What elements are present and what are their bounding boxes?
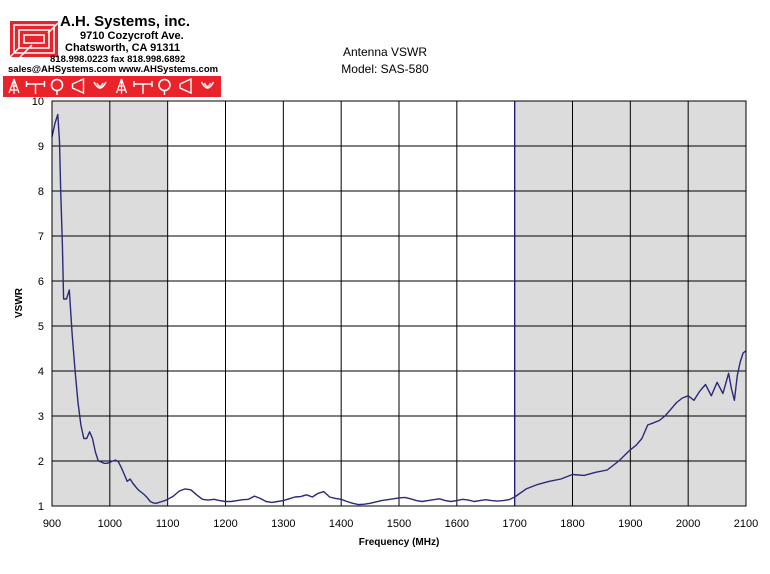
company-header: A.H. Systems, inc. 9710 Cozycroft Ave. C… (3, 13, 221, 97)
company-phone: 818.998.0223 fax 818.998.6892 (50, 54, 185, 65)
loop-antenna-icon (158, 78, 171, 95)
tree-antenna-icon (115, 78, 128, 94)
y-tick-label: 5 (38, 321, 44, 333)
x-tick-labels: 900 1000 1100 1200 1300 1400 1500 1600 1700 1800 1… (43, 518, 758, 530)
loop-antenna-icon (50, 78, 64, 95)
x-tick-label: 2100 (734, 518, 758, 530)
y-tick-label: 6 (38, 276, 44, 288)
x-tick-label: 1600 (445, 518, 469, 530)
probe-antenna-icon (200, 81, 215, 89)
y-tick-label: 3 (38, 411, 44, 423)
x-tick-label: 1100 (156, 518, 180, 530)
horn-antenna-icon (71, 77, 85, 95)
x-axis-label: Frequency (MHz) (359, 537, 440, 548)
y-tick-label: 1 (38, 501, 44, 513)
x-tick-label: 1400 (329, 518, 353, 530)
company-email: sales@AHSystems.com www.AHSystems.com (8, 64, 218, 75)
plot-frame (51, 100, 747, 507)
probe-antenna-icon (93, 81, 107, 89)
horn-antenna-icon (179, 77, 192, 95)
y-tick-label: 2 (38, 456, 44, 468)
icon-strip-icons (8, 77, 215, 95)
y-tick-label: 7 (38, 231, 44, 243)
chart-subtitle: Model: SAS-580 (341, 62, 429, 76)
dipole-antenna-icon (25, 81, 46, 94)
grid-lines (52, 101, 746, 506)
company-street: 9710 Cozycroft Ave. (80, 30, 184, 42)
x-tick-label: 1700 (502, 518, 526, 530)
x-tick-label: 2000 (676, 518, 700, 530)
chart-title: Antenna VSWR (343, 45, 427, 59)
y-tick-labels: 1 2 3 4 5 6 7 8 9 10 (32, 96, 44, 513)
x-tick-label: 1300 (271, 518, 295, 530)
x-tick-label: 1200 (213, 518, 237, 530)
y-tick-label: 9 (38, 141, 44, 153)
x-tick-label: 900 (43, 518, 61, 530)
x-tick-label: 1900 (618, 518, 642, 530)
company-city: Chatsworth, CA 91311 (65, 42, 180, 54)
series-layer (51, 113, 747, 506)
y-tick-label: 4 (38, 366, 44, 378)
y-tick-label: 10 (32, 96, 44, 108)
company-name: A.H. Systems, inc. (60, 13, 190, 30)
x-tick-label: 1000 (98, 518, 122, 530)
x-tick-label: 1800 (560, 518, 584, 530)
y-tick-label: 8 (38, 186, 44, 198)
dipole-antenna-icon (133, 81, 153, 94)
company-logo (9, 21, 59, 58)
tree-antenna-icon (8, 78, 20, 94)
vswr-series-line (51, 113, 747, 506)
x-tick-label: 1500 (387, 518, 411, 530)
y-axis-label: VSWR (14, 287, 25, 318)
